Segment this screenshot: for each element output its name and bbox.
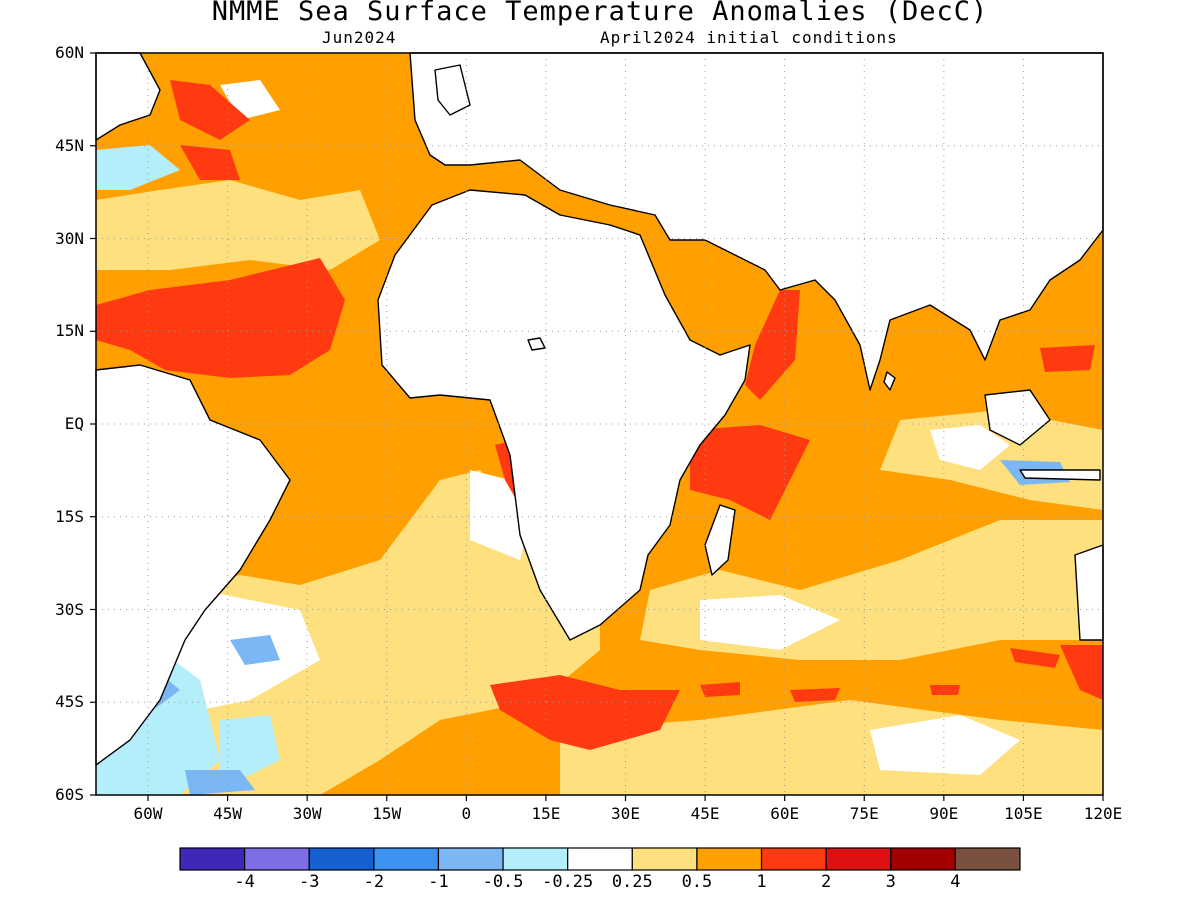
colorbar-swatch	[567, 847, 633, 871]
anomaly-region-red-north-atlantic	[170, 80, 250, 140]
anomaly-region-red-southern	[490, 675, 680, 750]
initial-conditions-label: April2024 initial conditions	[600, 28, 898, 47]
anomaly-region-white-patch	[870, 715, 1020, 775]
graticule	[96, 53, 1103, 795]
colorbar-label: -0.25	[542, 872, 594, 892]
uk-land	[434, 64, 471, 116]
latitude-label: 60S	[55, 785, 84, 804]
colorbar	[179, 847, 1021, 871]
map-title: NMME Sea Surface Temperature Anomalies (…	[211, 0, 989, 27]
anomaly-region-south-atlantic-cool	[96, 470, 600, 795]
colorbar-swatch	[308, 847, 375, 871]
colorbar-label: 0.25	[611, 872, 653, 892]
longitude-label: 90E	[929, 804, 959, 823]
latitude-label: 30N	[55, 228, 84, 248]
latitude-label: 15N	[55, 321, 84, 341]
longitude-label: 60W	[133, 804, 163, 823]
europe-asia-land	[409, 52, 1104, 391]
anomaly-region-white-patch	[700, 595, 840, 650]
colorbar-label: -0.5	[482, 872, 524, 892]
land-masses	[95, 52, 1104, 766]
colorbar-swatch	[696, 847, 763, 871]
africa-land	[377, 189, 751, 641]
latitude-label: EQ	[64, 414, 84, 433]
latitude-label: 45N	[55, 135, 84, 155]
longitude-label: 60E	[770, 804, 800, 823]
latitude-label: 45S	[55, 692, 84, 712]
south-america-land	[95, 364, 291, 766]
longitude-label: 30W	[292, 804, 322, 823]
colorbar-label: -1	[428, 872, 449, 892]
longitude-label: 45W	[213, 804, 243, 823]
anomaly-region-red-west-indian	[690, 425, 810, 520]
longitude-label: 15W	[372, 804, 402, 823]
anomaly-region-north-atlantic-cool	[96, 180, 380, 270]
australia-land	[1074, 544, 1104, 641]
colorbar-swatch	[179, 847, 246, 871]
latitude-label: 15S	[55, 506, 84, 526]
colorbar-label: 2	[821, 872, 832, 892]
colorbar-label: 3	[885, 872, 896, 892]
anomaly-region-red-southeast-indian	[1010, 648, 1060, 668]
longitude-label: 120E	[1083, 804, 1123, 823]
longitude-label: 15E	[531, 804, 561, 823]
madeira-islands	[527, 337, 546, 351]
colorbar-swatch	[631, 847, 698, 871]
longitude-label: 0	[461, 804, 472, 823]
longitude-label: 75E	[849, 804, 879, 823]
colorbar-label: 1	[756, 872, 767, 892]
anomaly-region-white-patch	[930, 425, 1010, 470]
colorbar-swatch	[437, 847, 504, 871]
anomaly-region-mid-blue	[185, 770, 255, 795]
anomaly-region-red-southern-band	[700, 682, 740, 697]
longitude-label: 30E	[611, 804, 640, 823]
colorbar-label: -3	[298, 872, 320, 892]
madagascar-land	[704, 504, 736, 576]
axis-ticks	[90, 52, 1104, 801]
anomaly-region-mid-blue	[230, 635, 280, 665]
anomaly-region-light-blue	[96, 145, 180, 190]
anomaly-region-red-arabian-sea	[745, 290, 800, 400]
sri-lanka-land	[883, 371, 896, 391]
anomaly-region-red-southern-band	[930, 685, 960, 695]
colorbar-swatch	[244, 847, 310, 871]
latitude-label: 60N	[55, 43, 84, 62]
anomaly-region-red-north-atlantic	[180, 145, 240, 180]
colorbar-label: -4	[234, 872, 255, 892]
colorbar-swatch	[760, 847, 827, 871]
latitude-label: 30S	[55, 599, 84, 619]
colorbar-label: 0.5	[681, 872, 713, 892]
anomaly-region-red-tropical-north-atlantic	[96, 258, 345, 378]
colorbar-swatch	[502, 847, 569, 871]
anomaly-region-light-blue	[220, 715, 280, 780]
forecast-month: Jun2024	[322, 28, 397, 47]
colorbar-label: -2	[363, 872, 385, 892]
longitude-label: 45E	[690, 804, 720, 823]
colorbar-swatch	[890, 847, 956, 871]
java-land	[1019, 469, 1101, 481]
colorbar-swatch	[373, 847, 440, 871]
colorbar-swatch	[825, 847, 892, 871]
colorbar-swatch	[954, 847, 1021, 871]
anomaly-region-red-southern-band	[790, 688, 840, 702]
longitude-label: 105E	[1004, 804, 1043, 823]
indonesia-land	[984, 389, 1051, 446]
colorbar-label: 4	[950, 872, 961, 892]
anomaly-region-red-southeast-indian	[1060, 645, 1103, 700]
anomaly-region-red-south-china-sea	[1040, 345, 1095, 372]
